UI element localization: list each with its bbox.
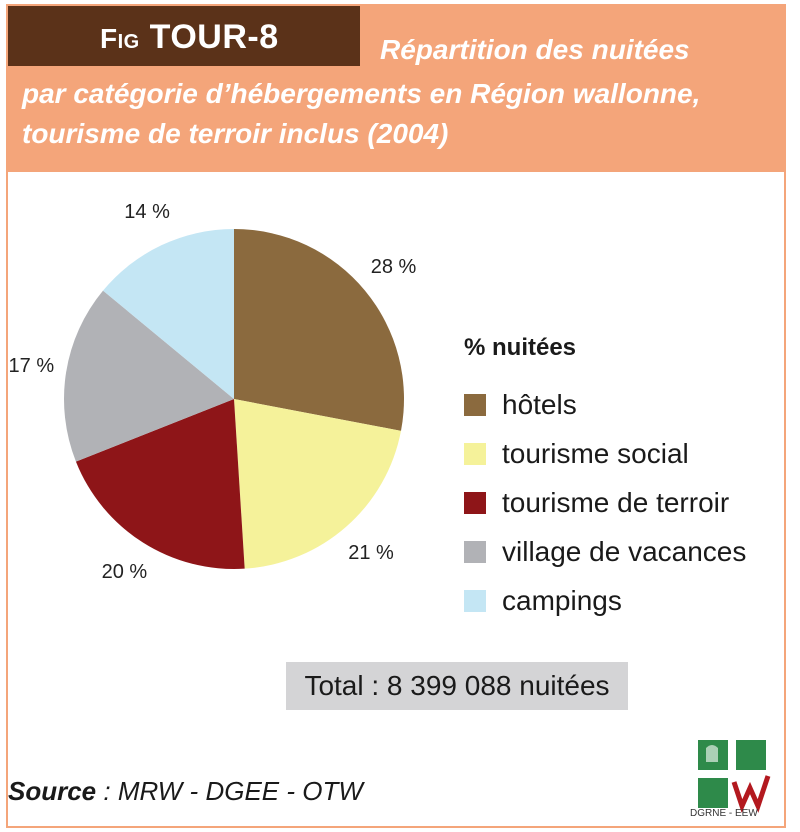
legend-swatch-1	[464, 443, 486, 465]
figure-id-box: Fig TOUR-8	[8, 6, 360, 66]
legend-item-0: hôtels	[464, 389, 577, 420]
title-line-2: par catégorie d’hébergements en Région w…	[22, 78, 701, 109]
dgrne-logo	[698, 740, 771, 813]
source-line: Source : MRW - DGEE - OTW	[8, 776, 363, 807]
legend-title: % nuitées	[464, 334, 577, 361]
pie-slice-4	[103, 229, 234, 399]
legend-label-3: village de vacances	[502, 536, 747, 567]
header-banner: Fig TOUR-8 Répartition des nuitées par c…	[8, 6, 784, 172]
slice-label-2: 20 %	[101, 560, 148, 583]
legend-item-1: tourisme social	[464, 438, 689, 469]
slice-label-3: 17 %	[8, 354, 55, 377]
source-text: : MRW - DGEE - OTW	[96, 776, 363, 806]
slice-label-4: 14 %	[124, 200, 170, 223]
pie-slice-1	[234, 399, 401, 569]
legend-swatch-4	[464, 590, 486, 612]
legend-label-4: campings	[502, 585, 622, 616]
legend-item-4: campings	[464, 585, 622, 616]
slice-label-0: 28 %	[370, 255, 417, 278]
legend-item-2: tourisme de terroir	[464, 487, 730, 518]
legend-label-0: hôtels	[502, 389, 577, 420]
title-line-1: Répartition des nuitées	[380, 34, 690, 65]
slice-label-1: 21 %	[348, 541, 394, 564]
logo-text: DGRNE - EEW	[690, 808, 758, 819]
legend-label-2: tourisme de terroir	[502, 487, 730, 518]
legend-swatch-2	[464, 492, 486, 514]
legend-swatch-3	[464, 541, 486, 563]
figure-number: TOUR-8	[149, 18, 279, 56]
source-label: Source	[8, 776, 97, 806]
figure-id: Fig TOUR-8	[100, 18, 279, 57]
legend-item-3: village de vacances	[464, 536, 747, 567]
figure-prefix: Fig	[100, 23, 140, 54]
total-box: Total : 8 399 088 nuitées	[286, 662, 628, 710]
title-line-3: tourisme de terroir inclus (2004)	[22, 118, 449, 149]
pie-slice-0	[234, 229, 405, 431]
legend-label-1: tourisme social	[502, 438, 689, 469]
pie-slice-3	[63, 290, 234, 462]
legend-swatch-0	[464, 394, 486, 416]
pie-slice-2	[75, 399, 245, 570]
